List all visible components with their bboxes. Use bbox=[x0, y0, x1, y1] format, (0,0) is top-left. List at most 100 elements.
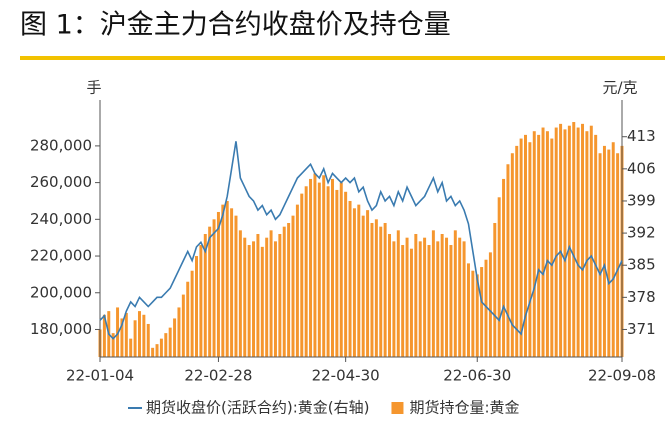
bar bbox=[396, 230, 400, 357]
bar bbox=[291, 215, 295, 357]
bar bbox=[168, 327, 172, 357]
bar bbox=[414, 234, 418, 357]
bar bbox=[102, 314, 106, 357]
bar bbox=[475, 274, 479, 357]
bar bbox=[111, 333, 115, 357]
bar bbox=[528, 142, 532, 357]
bar bbox=[344, 191, 348, 357]
bar bbox=[216, 211, 220, 357]
bar bbox=[563, 129, 567, 357]
bar bbox=[602, 145, 606, 357]
bar bbox=[309, 178, 313, 357]
y2-tick-label: 399 bbox=[627, 191, 656, 209]
bar bbox=[383, 222, 387, 357]
bar bbox=[581, 123, 585, 357]
bar bbox=[405, 237, 409, 357]
y2-tick-label: 406 bbox=[627, 159, 656, 177]
bar bbox=[295, 204, 299, 357]
bar bbox=[436, 241, 440, 357]
bar bbox=[616, 153, 620, 357]
bar bbox=[458, 237, 462, 357]
bar bbox=[339, 182, 343, 357]
bar bbox=[234, 215, 238, 357]
bar bbox=[155, 344, 159, 357]
y2-tick-label: 378 bbox=[627, 288, 656, 306]
bar bbox=[265, 237, 269, 357]
chart-title: 图 1：沪金主力合约收盘价及持仓量 bbox=[20, 10, 451, 41]
bar bbox=[550, 138, 554, 357]
bar bbox=[269, 230, 273, 357]
bar bbox=[300, 193, 304, 357]
bar bbox=[181, 294, 185, 357]
bar bbox=[519, 138, 523, 357]
bar bbox=[427, 245, 431, 357]
bar bbox=[225, 200, 229, 357]
bar bbox=[431, 230, 435, 357]
bar bbox=[462, 241, 466, 357]
x-tick-label: 22-06-30 bbox=[443, 367, 511, 385]
bar bbox=[142, 314, 146, 357]
bar bbox=[361, 215, 365, 357]
bar bbox=[326, 186, 330, 357]
bar bbox=[409, 248, 413, 357]
bar bbox=[348, 200, 352, 357]
title-rule bbox=[20, 56, 665, 60]
bar bbox=[453, 230, 457, 357]
bar bbox=[388, 234, 392, 357]
x-tick-label: 22-01-04 bbox=[66, 367, 134, 385]
bar bbox=[247, 245, 251, 357]
bar bbox=[506, 164, 510, 357]
bar bbox=[173, 318, 177, 357]
bar bbox=[278, 234, 282, 357]
bar bbox=[537, 134, 541, 357]
bar bbox=[392, 241, 396, 357]
bar bbox=[418, 241, 422, 357]
bar bbox=[203, 234, 207, 357]
bar bbox=[379, 226, 383, 357]
bar bbox=[466, 263, 470, 357]
bar bbox=[493, 222, 497, 357]
bar bbox=[585, 131, 589, 357]
bar bbox=[515, 145, 519, 357]
bar bbox=[313, 173, 317, 357]
y-axis-unit: 手 bbox=[86, 79, 101, 97]
bar bbox=[186, 281, 190, 357]
legend-swatch bbox=[391, 402, 404, 414]
bar bbox=[208, 226, 212, 357]
bar bbox=[195, 256, 198, 357]
bar bbox=[287, 222, 291, 357]
bar bbox=[273, 241, 277, 357]
bar bbox=[497, 197, 501, 357]
bar bbox=[190, 270, 194, 357]
legend-label: 期货收盘价(活跃合约):黄金(右轴) bbox=[146, 399, 369, 417]
bar bbox=[120, 318, 124, 357]
bar bbox=[480, 267, 484, 357]
bar bbox=[594, 134, 598, 357]
bar bbox=[576, 127, 580, 358]
bar bbox=[484, 259, 488, 357]
bar bbox=[282, 226, 286, 357]
y-tick-label: 260,000 bbox=[30, 173, 92, 191]
bar bbox=[567, 125, 571, 357]
bar bbox=[554, 127, 558, 358]
bar bbox=[124, 312, 128, 357]
bar bbox=[322, 175, 326, 357]
bar bbox=[221, 204, 225, 357]
bar bbox=[572, 122, 576, 358]
bar bbox=[541, 127, 545, 358]
bar bbox=[260, 246, 264, 357]
bar bbox=[159, 338, 163, 357]
bar bbox=[370, 222, 374, 357]
x-tick-label: 22-09-08 bbox=[588, 367, 656, 385]
bar bbox=[304, 186, 308, 357]
bar bbox=[440, 234, 444, 357]
bar bbox=[243, 237, 247, 357]
y2-tick-label: 392 bbox=[627, 224, 656, 242]
bar bbox=[366, 210, 370, 357]
bar bbox=[524, 134, 527, 357]
y-tick-label: 180,000 bbox=[30, 320, 92, 338]
bar bbox=[502, 178, 506, 357]
y-tick-label: 200,000 bbox=[30, 283, 92, 301]
line bbox=[99, 141, 623, 340]
bar bbox=[330, 178, 334, 357]
